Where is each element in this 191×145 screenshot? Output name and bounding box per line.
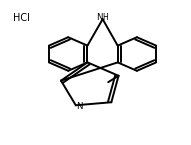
Text: N: N — [96, 13, 103, 22]
Text: N: N — [76, 102, 83, 111]
Text: H: H — [103, 12, 108, 22]
Text: HCl: HCl — [13, 13, 30, 23]
